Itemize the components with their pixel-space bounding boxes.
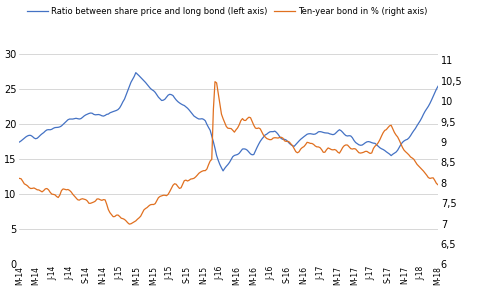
Legend: Ratio between share price and long bond (left axis), Ten-year bond in % (right a: Ratio between share price and long bond … xyxy=(24,4,430,19)
Ratio between share price and long bond (left axis) xyxy=(418,116,424,119)
Ten-year bond in % (right axis) xyxy=(212,80,217,84)
Ten-year bond in % (right axis) xyxy=(434,183,440,186)
Ratio between share price and long bond (left axis) xyxy=(434,84,440,88)
Ten-year bond in % (right axis) xyxy=(194,173,200,177)
Ratio between share price and long bond (left axis) xyxy=(357,144,362,147)
Line: Ten-year bond in % (right axis): Ten-year bond in % (right axis) xyxy=(19,82,437,224)
Ratio between share price and long bond (left axis) xyxy=(220,169,226,173)
Ten-year bond in % (right axis) xyxy=(418,168,424,171)
Ratio between share price and long bond (left axis) xyxy=(194,116,200,120)
Ratio between share price and long bond (left axis) xyxy=(67,117,72,121)
Ten-year bond in % (right axis) xyxy=(357,151,362,155)
Ten-year bond in % (right axis) xyxy=(67,189,72,192)
Ten-year bond in % (right axis) xyxy=(192,175,198,179)
Ten-year bond in % (right axis) xyxy=(126,222,132,226)
Ratio between share price and long bond (left axis) xyxy=(76,117,82,121)
Ten-year bond in % (right axis) xyxy=(76,199,82,202)
Ten-year bond in % (right axis) xyxy=(16,177,22,180)
Line: Ratio between share price and long bond (left axis): Ratio between share price and long bond … xyxy=(19,73,437,171)
Ratio between share price and long bond (left axis) xyxy=(132,71,138,74)
Ratio between share price and long bond (left axis) xyxy=(16,140,22,144)
Ratio between share price and long bond (left axis) xyxy=(192,115,198,119)
